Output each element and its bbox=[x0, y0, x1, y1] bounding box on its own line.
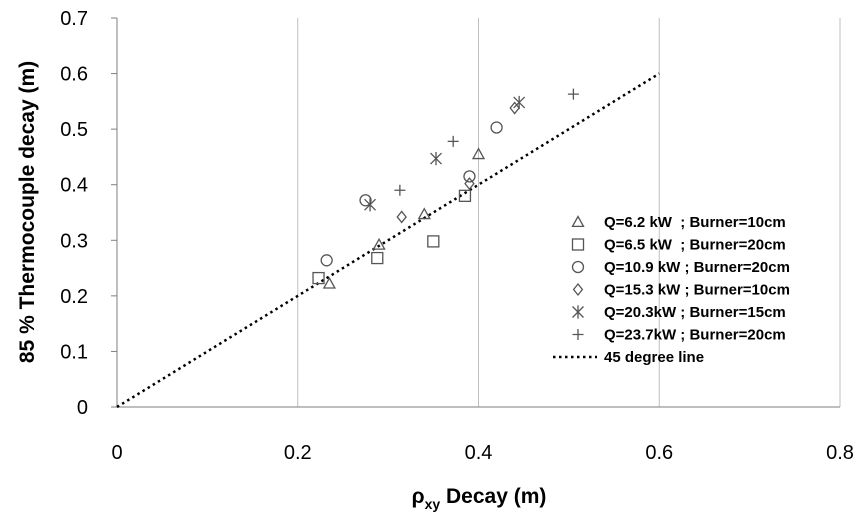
legend-label: Q=6.2 kW ; Burner=10cm bbox=[604, 214, 786, 231]
x-tick-label: 0.4 bbox=[465, 442, 493, 464]
x-tick-label: 0.6 bbox=[645, 442, 673, 464]
legend-marker-star bbox=[572, 305, 584, 319]
x-axis-title-rest: Decay (m) bbox=[440, 485, 546, 508]
legend-marker-circle bbox=[571, 260, 585, 274]
data-point-star bbox=[430, 151, 442, 166]
data-point-square bbox=[427, 235, 440, 248]
reference-line-group bbox=[116, 72, 660, 409]
data-point-plus bbox=[567, 88, 579, 100]
data-point-circle bbox=[320, 254, 333, 267]
data-point-triangle bbox=[417, 207, 431, 220]
x-tick-labels: 0 0.2 0.4 0.6 0.8 bbox=[111, 442, 853, 464]
y-tick-label: 0.1 bbox=[60, 341, 88, 363]
legend-label: Q=20.3kW ; Burner=15cm bbox=[604, 304, 786, 321]
y-tick-label: 0.7 bbox=[60, 8, 88, 30]
data-point-circle bbox=[463, 170, 476, 183]
data-point-diamond bbox=[396, 210, 407, 224]
legend-marker-square bbox=[571, 238, 585, 251]
legend-label: Q=10.9 kW ; Burner=20cm bbox=[604, 259, 790, 276]
legend-marker-diamond bbox=[572, 282, 584, 297]
axes bbox=[111, 17, 840, 408]
data-point-plus bbox=[447, 135, 459, 147]
gridlines bbox=[297, 18, 841, 407]
y-tick-label: 0.5 bbox=[60, 119, 88, 141]
data-point-square bbox=[371, 251, 384, 265]
y-tick-label: 0.2 bbox=[60, 286, 88, 308]
legend-marker-triangle bbox=[571, 215, 585, 228]
data-point-diamond bbox=[509, 101, 520, 115]
y-tick-labels: 0 0.1 0.2 0.3 0.4 0.5 0.6 0.7 bbox=[60, 8, 88, 419]
data-point-star bbox=[364, 198, 377, 212]
data-point-triangle bbox=[471, 147, 486, 160]
legend-marker-plus bbox=[572, 329, 584, 340]
data-points bbox=[312, 88, 579, 289]
legend-label: Q=15.3 kW ; Burner=10cm bbox=[604, 282, 790, 299]
legend-label: Q=23.7kW ; Burner=20cm bbox=[604, 327, 786, 344]
y-tick-label: 0.3 bbox=[60, 230, 88, 252]
legend-label: Q=6.5 kW ; Burner=20cm bbox=[604, 237, 786, 254]
legend: Q=6.2 kW ; Burner=10cm Q=6.5 kW ; Burner=… bbox=[553, 214, 790, 366]
reference-line-45-degree bbox=[116, 72, 660, 409]
data-point-circle bbox=[490, 121, 503, 134]
data-point-circle bbox=[359, 194, 372, 207]
data-point-square bbox=[458, 189, 472, 202]
y-tick-label: 0.6 bbox=[60, 64, 88, 86]
x-axis-title: ρxy Decay (m) bbox=[412, 485, 547, 512]
data-point-star bbox=[513, 95, 526, 110]
y-tick-label: 0 bbox=[77, 397, 88, 419]
data-point-triangle bbox=[322, 276, 336, 289]
data-point-plus bbox=[394, 184, 406, 196]
y-tick-label: 0.4 bbox=[60, 175, 88, 197]
legend-label: 45 degree line bbox=[604, 349, 704, 366]
x-axis-title-main: ρ bbox=[412, 485, 425, 508]
x-tick-label: 0.8 bbox=[826, 442, 854, 464]
data-point-diamond bbox=[464, 177, 475, 191]
data-point-square bbox=[312, 271, 325, 285]
x-tick-label: 0.2 bbox=[284, 442, 312, 464]
y-axis-title: 85 % Thermocouple decay (m) bbox=[16, 61, 39, 363]
x-tick-label: 0 bbox=[111, 442, 122, 464]
x-axis-title-subscript: xy bbox=[425, 496, 441, 512]
data-point-triangle bbox=[372, 237, 386, 250]
